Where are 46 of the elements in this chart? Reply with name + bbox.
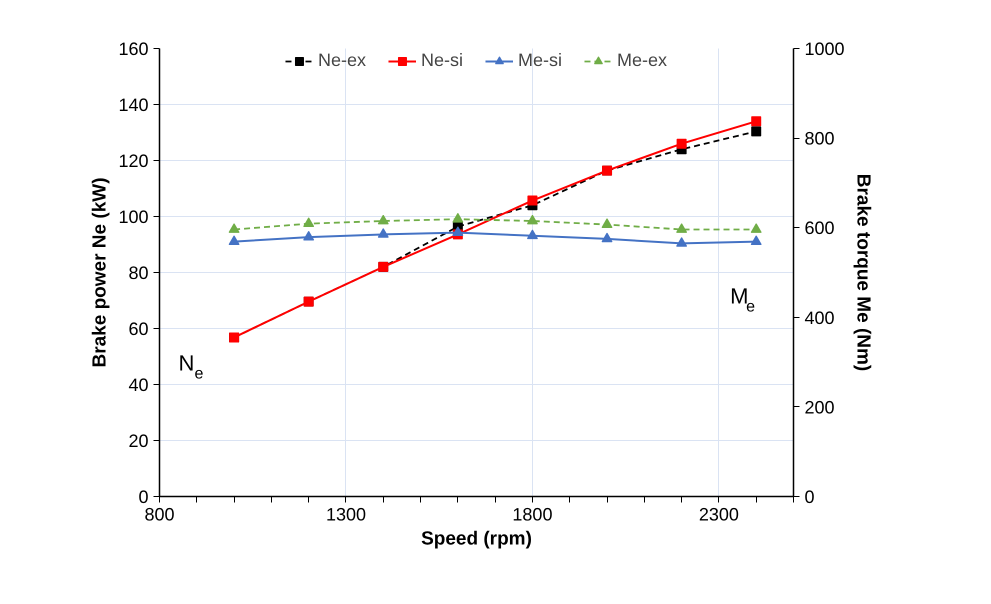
y2-tick-label: 800 [804,128,835,149]
point [526,214,538,224]
y-axis-title: Brake power Ne (kW) [89,177,110,368]
point [751,126,762,136]
y-tick-label: 160 [118,39,149,59]
point [378,214,389,224]
legend-label: Me-ex [617,50,668,71]
point [751,116,762,126]
legend-label: Me-si [518,50,562,71]
point [378,228,389,238]
point [452,226,464,236]
point [602,232,613,242]
y-tick-label: 80 [128,263,149,283]
y-tick-label: 20 [128,431,149,451]
y-tick-label: 120 [118,151,149,171]
point [527,196,538,206]
y-tick-label: 140 [118,95,149,115]
x-tick-label: 1300 [326,504,366,524]
point [750,235,762,245]
y2-tick-label: 600 [804,218,835,238]
x-tick-label: 800 [144,504,175,524]
y-tick-label: 60 [128,319,149,339]
point [676,223,688,233]
x-tick-label: 1800 [512,504,552,524]
legend-label: Ne-ex [318,50,366,71]
point [228,235,240,245]
y-tick-label: 100 [118,207,149,227]
y2-axis-title: Brake torque Me (Nm) [852,174,874,372]
point [452,212,464,223]
point [303,230,314,240]
x-axis-title: Speed (rpm) [421,528,532,550]
point [602,218,613,228]
point [676,138,687,149]
y-tick-label: 40 [128,375,149,395]
legend-label: Ne-si [420,50,464,71]
x-tick-label: 2300 [698,504,739,524]
y2-tick-label: 400 [804,308,835,328]
point [526,229,538,240]
point [228,223,240,233]
point [750,223,762,233]
y-tick-label: 0 [138,487,149,507]
y2-tick-label: 200 [804,397,835,418]
y2-tick-label: 0 [804,487,815,507]
y2-tick-label: 1000 [804,39,845,59]
point [303,217,314,228]
point [676,237,688,247]
